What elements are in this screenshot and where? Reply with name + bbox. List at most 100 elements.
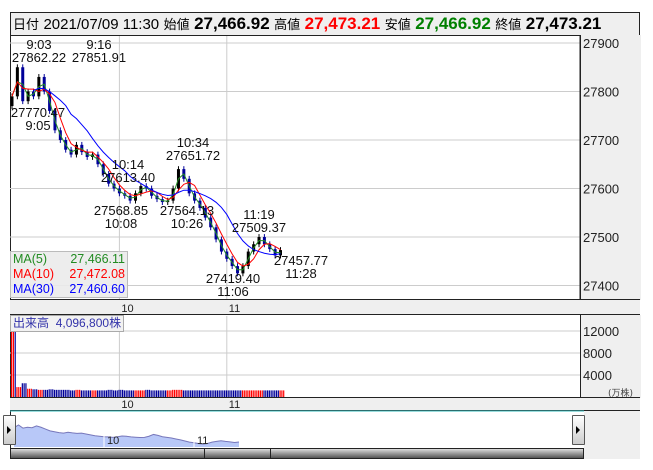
volume-unit: (万株) [608,389,634,399]
annotation-price: 27457.77 [273,253,329,268]
volume-bar [163,390,165,397]
volume-bar [195,390,197,397]
volume-tick-label: 8000 [583,346,612,361]
volume-bar [50,389,52,397]
volume-bar [91,390,93,397]
volume-bar [102,390,104,397]
annotation-price: 27770.47 [10,105,66,120]
volume-bar [198,390,201,397]
volume-bar [231,390,233,397]
volume-bar [11,325,13,397]
volume-bar [36,389,38,397]
volume-bar [113,390,115,397]
annotation-time: 11:28 [285,266,317,281]
volume-bar [141,390,143,397]
volume-bar [62,389,65,397]
annotation-price: 27509.37 [231,220,287,235]
volume-bar [173,389,176,397]
candle-body [10,96,14,107]
volume-bar [130,390,133,397]
volume-bar [114,390,117,397]
navigator-right-handle[interactable] [572,415,585,445]
volume-bar [206,390,208,397]
scrollbar-thumb[interactable] [204,449,271,458]
volume-bar [259,390,262,397]
navigator-tick-label: 10 [107,435,119,447]
low-label: 安値 [384,18,411,33]
volume-bar [227,390,229,397]
open-value: 27,466.92 [194,14,270,33]
volume-bar [123,390,125,397]
price-axis [580,35,641,300]
volume-bar [272,390,274,397]
volume-bar [249,390,251,397]
navigator-left-handle[interactable] [3,415,16,445]
volume-bar [222,390,224,397]
annotation-price: 27862.22 [11,50,67,65]
annotation-time: 11:19 [243,207,275,222]
volume-bar [27,388,29,397]
volume-bar [252,390,254,397]
volume-bar [250,390,253,397]
volume-bar [136,390,138,397]
navigator-scrollbar[interactable] [10,448,584,459]
volume-bar [66,389,68,397]
volume-bar [86,390,88,397]
volume-bar [70,390,72,397]
volume-bar [89,390,91,397]
high-label: 高値 [274,18,301,33]
volume-bar [170,390,172,397]
volume-bar [138,390,140,397]
legend-ma10: MA(10) 27,472.08 [13,267,125,281]
volume-bar [132,390,134,397]
volume-bar [270,390,272,397]
volume-bar [261,390,263,397]
volume-bar [104,390,106,397]
volume-bar [175,389,177,397]
annotation-price: 27564.13 [159,203,215,218]
volume-bar [166,390,168,397]
volume-bar [57,389,59,397]
volume-bar [216,390,219,397]
volume-bar [73,390,75,397]
annotation-time: 9:16 [86,37,112,52]
time-tick-label: 11 [229,303,240,315]
volume-axis [580,315,641,398]
volume-bar [84,390,86,397]
volume-bar [32,389,34,397]
volume-bar [179,389,181,397]
volume-bar [122,389,124,397]
price-tick-label: 27400 [583,279,619,294]
volume-bar [258,390,260,397]
volume-bar [45,389,47,397]
volume-bar [118,389,120,397]
annotation-time: 10:34 [176,135,210,150]
volume-bar [224,390,226,397]
volume-bar [64,389,66,397]
ma30-line [33,87,281,256]
volume-bar [148,389,151,397]
volume-bar [93,390,95,397]
annotation-price: 27651.72 [165,148,221,163]
date-label: 日付 [13,18,40,33]
volume-bar [191,390,194,397]
annotation-time: 9:05 [25,118,51,133]
volume-bar [277,390,279,397]
volume-bar [43,389,45,397]
volume-bar [275,390,278,397]
volume-bar [95,390,97,397]
volume-bar [234,390,236,397]
annotation-price: 27419.40 [205,271,261,286]
volume-bar [21,383,23,397]
volume-bar [59,389,61,397]
volume-bar [207,390,210,397]
volume-bar [204,390,206,397]
volume-bar [145,389,147,397]
volume-bar [19,387,22,397]
annotation-time: 10:26 [170,216,204,231]
volume-bar [46,389,49,397]
ma-legend: MA(5) 27,466.11 MA(10) 27,472.08 MA(30) 27,… [10,251,128,298]
open-label: 始値 [163,18,190,33]
volume-bar [34,389,36,397]
volume-bar [98,390,100,397]
